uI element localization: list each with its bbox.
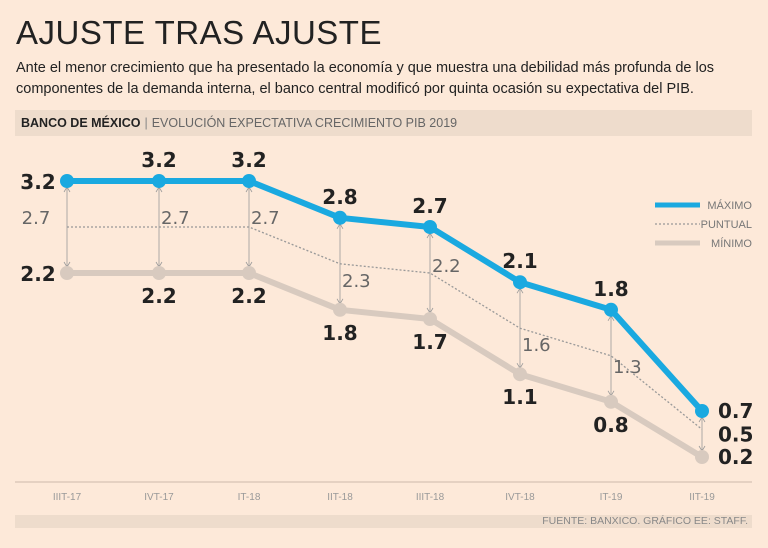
- x-tick-label: IVT-17: [144, 492, 174, 503]
- point-maximo: [513, 275, 527, 290]
- data-label-minimo: 2.2: [141, 284, 176, 308]
- data-label-puntual: 0.5: [718, 422, 753, 446]
- data-label-puntual: 2.7: [251, 208, 280, 229]
- point-minimo: [242, 266, 256, 280]
- point-maximo: [423, 220, 437, 234]
- data-label-maximo: 2.1: [502, 249, 537, 273]
- point-maximo: [60, 174, 74, 188]
- data-label-maximo: 2.7: [412, 194, 447, 218]
- data-label-maximo: 3.2: [141, 148, 176, 172]
- point-maximo: [695, 404, 709, 418]
- footer-source: FUENTE: BANXICO. GRÁFICO EE: STAFF.: [15, 515, 752, 528]
- series-line-maximo: [67, 178, 705, 414]
- point-minimo: [152, 266, 166, 280]
- point-maximo: [152, 174, 166, 188]
- series-line-puntual: [67, 226, 703, 430]
- series-line-minimo: [67, 270, 704, 460]
- data-label-maximo: 1.8: [593, 277, 628, 301]
- x-tick-label: IT-18: [238, 492, 261, 503]
- x-tick-label: IIT-18: [327, 492, 353, 503]
- x-tick-label: IIIT-18: [416, 492, 445, 503]
- legend-label: MÁXIMO: [707, 199, 752, 212]
- data-label-minimo: 2.2: [20, 262, 55, 286]
- point-maximo: [333, 210, 347, 225]
- source-org: BANCO DE MÉXICO: [21, 116, 141, 130]
- x-tick-label: IT-19: [600, 492, 623, 503]
- chart-title: EVOLUCIÓN EXPECTATIVA CRECIMIENTO PIB 20…: [151, 116, 458, 130]
- subtitle: Ante el menor crecimiento que ha present…: [16, 60, 715, 97]
- point-minimo: [423, 312, 437, 326]
- data-label-puntual: 1.3: [613, 357, 642, 378]
- point-maximo: [604, 302, 618, 317]
- data-label-minimo: 1.1: [502, 385, 537, 409]
- data-label-minimo: 2.2: [231, 284, 266, 308]
- x-tick-label: IVT-18: [505, 492, 535, 503]
- data-label-maximo: 0.7: [718, 399, 753, 423]
- data-label-maximo: 3.2: [20, 170, 55, 194]
- data-label-minimo: 0.8: [593, 413, 628, 437]
- x-tick-label: IIT-19: [689, 492, 715, 503]
- data-label-puntual: 2.3: [342, 271, 371, 292]
- chart-header-bar: BANCO DE MÉXICO | EVOLUCIÓN EXPECTATIVA CR…: [15, 110, 752, 136]
- point-minimo: [513, 367, 527, 382]
- data-label-puntual: 1.6: [522, 335, 551, 356]
- data-label-puntual: 2.7: [22, 208, 51, 229]
- legend-label: PUNTUAL: [701, 219, 752, 231]
- data-label-puntual: 2.2: [432, 256, 461, 277]
- data-label-minimo: 1.7: [412, 330, 447, 354]
- data-label-puntual: 2.7: [161, 208, 190, 229]
- x-tick-label: IIIT-17: [53, 492, 82, 503]
- point-minimo: [60, 266, 74, 280]
- data-label-minimo: 0.2: [718, 445, 753, 469]
- data-label-maximo: 3.2: [231, 148, 266, 172]
- page-title: AJUSTE TRAS AJUSTE: [16, 14, 382, 51]
- point-minimo: [604, 394, 618, 409]
- point-maximo: [242, 174, 256, 188]
- data-label-minimo: 1.8: [322, 321, 357, 345]
- point-minimo: [333, 302, 347, 317]
- legend-label: MÍNIMO: [711, 237, 752, 250]
- data-label-maximo: 2.8: [322, 185, 357, 209]
- point-minimo: [695, 450, 709, 464]
